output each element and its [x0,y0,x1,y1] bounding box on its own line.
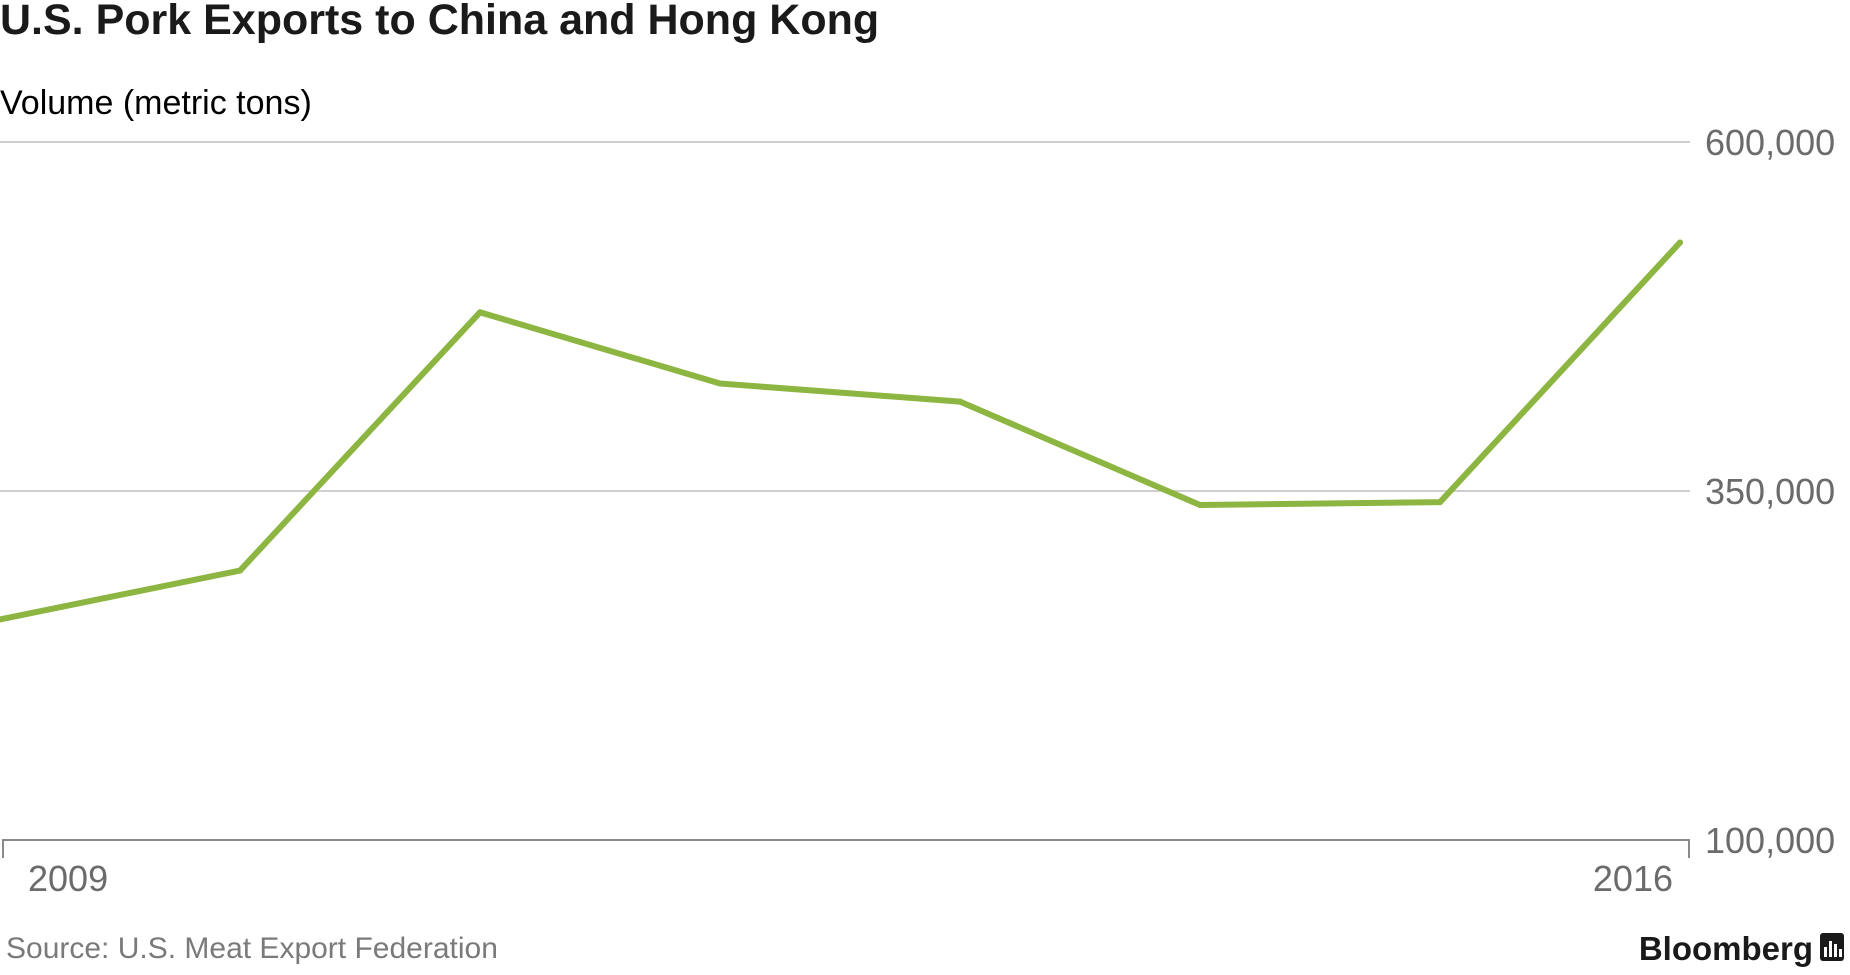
y-axis-tick-labels: 100,000 350,000 600,000 [1705,122,1835,861]
gridlines [0,141,1690,492]
brand-wordmark: Bloomberg [1639,930,1813,967]
x-axis-tick-labels: 2009 2016 [28,858,1673,899]
y-tick-label: 100,000 [1705,820,1835,861]
data-point-2009 [0,616,3,623]
brand-logo: Bloomberg [1639,930,1844,967]
data-point-2015 [1437,499,1443,506]
x-axis [2,839,1690,858]
series-layer [0,239,1683,623]
x-tick-label: 2016 [1593,858,1673,899]
y-tick-label: 350,000 [1705,471,1835,512]
data-point-2011 [477,309,483,316]
data-point-2012 [717,380,723,387]
series-line [0,239,1683,623]
data-point-2014 [1197,501,1203,508]
data-point-2013 [957,398,963,405]
y-tick-label: 600,000 [1705,122,1835,163]
source-note: Source: U.S. Meat Export Federation [6,932,498,965]
x-tick-label: 2009 [28,858,108,899]
bloomberg-bar-chart-icon [1820,933,1844,961]
chart-subtitle: Volume (metric tons) [0,84,312,122]
data-point-2016 [1677,239,1683,246]
chart-title: U.S. Pork Exports to China and Hong Kong [0,0,879,44]
data-point-2010 [237,567,243,574]
